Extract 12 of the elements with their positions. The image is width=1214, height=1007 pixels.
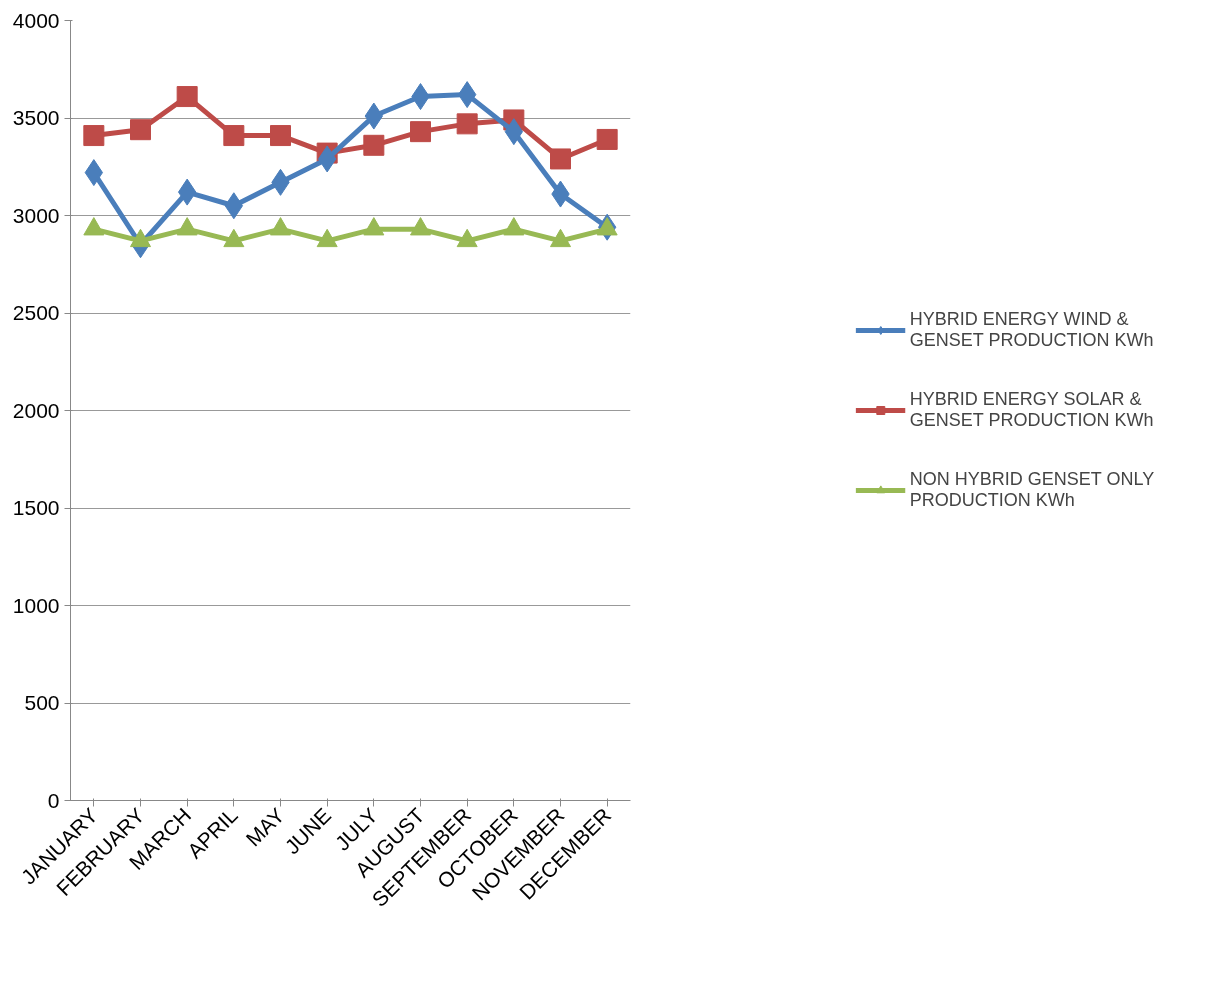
y-tick-label: 2000 bbox=[12, 398, 60, 422]
y-tick-label: 0 bbox=[47, 788, 60, 812]
y-tick-label: 2500 bbox=[12, 301, 60, 324]
y-tick-label: 3500 bbox=[12, 106, 60, 129]
y-tick-label: 4000 bbox=[12, 8, 60, 32]
y-tick-label: 1000 bbox=[12, 593, 60, 617]
y-tick-label: 1500 bbox=[12, 496, 60, 519]
legend-label: HYBRID ENERGY SOLAR & GENSET PRODUCTION KWh bbox=[909, 388, 1154, 432]
y-tick-label: 3000 bbox=[12, 203, 60, 227]
legend-label: HYBRID ENERGY WIND & GENSET PRODUCTION KWh bbox=[909, 308, 1154, 352]
legend-label: NON HYBRID GENSET ONLY PRODUCTION KWh bbox=[909, 468, 1155, 512]
y-tick-label: 500 bbox=[24, 691, 60, 714]
